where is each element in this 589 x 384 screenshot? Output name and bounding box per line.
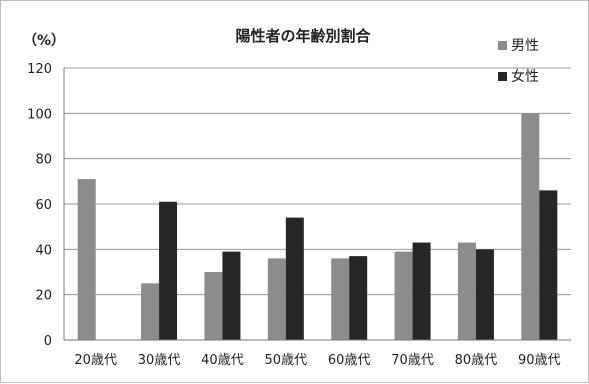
grid-lines	[64, 67, 571, 296]
legend-swatch-male	[498, 41, 507, 50]
legend-label-male: 男性	[511, 38, 539, 54]
x-tick-label: 30歳代	[138, 353, 181, 368]
bar-male-4	[331, 258, 350, 340]
bar-male-3	[267, 258, 286, 340]
bar-female-1	[159, 201, 178, 340]
bar-male-5	[394, 251, 413, 340]
y-tick-label: 20	[35, 289, 52, 304]
y-tick-label: 40	[35, 243, 52, 258]
legend: 男性 女性	[498, 38, 539, 85]
y-tick-labels: 0 20 40 60 80 100 120	[27, 62, 52, 349]
y-tick-label: 120	[27, 62, 52, 77]
bar-female-2	[222, 251, 241, 340]
y-tick-label: 100	[27, 107, 52, 122]
axes	[63, 68, 571, 341]
bar-female-3	[285, 217, 304, 340]
bar-female-4	[349, 256, 368, 340]
legend-swatch-female	[498, 72, 507, 81]
bar-male-0	[77, 179, 96, 340]
chart-title: 陽性者の年齢別割合	[235, 27, 371, 45]
bar-male-1	[141, 283, 160, 340]
x-tick-label: 60歳代	[328, 353, 371, 368]
bar-female-7	[539, 190, 558, 340]
bar-male-7	[521, 113, 540, 340]
x-tick-label: 50歳代	[265, 353, 308, 368]
x-tick-labels: 20歳代 30歳代 40歳代 50歳代 60歳代 70歳代 80歳代 90歳代	[74, 353, 560, 368]
x-tick-label: 20歳代	[74, 353, 117, 368]
x-tick-label: 40歳代	[201, 353, 244, 368]
bar-male-6	[457, 242, 476, 340]
bar-female-6	[475, 249, 494, 340]
y-axis-unit: （%）	[23, 33, 65, 49]
x-tick-label: 90歳代	[518, 353, 561, 368]
x-tick-label: 80歳代	[455, 353, 498, 368]
y-tick-label: 0	[44, 334, 52, 349]
bar-male-2	[204, 272, 223, 340]
y-tick-label: 60	[35, 198, 52, 213]
bars	[77, 113, 558, 340]
x-tick-label: 70歳代	[391, 353, 434, 368]
bar-female-5	[412, 242, 431, 340]
y-tick-label: 80	[35, 153, 52, 168]
legend-label-female: 女性	[511, 68, 539, 85]
